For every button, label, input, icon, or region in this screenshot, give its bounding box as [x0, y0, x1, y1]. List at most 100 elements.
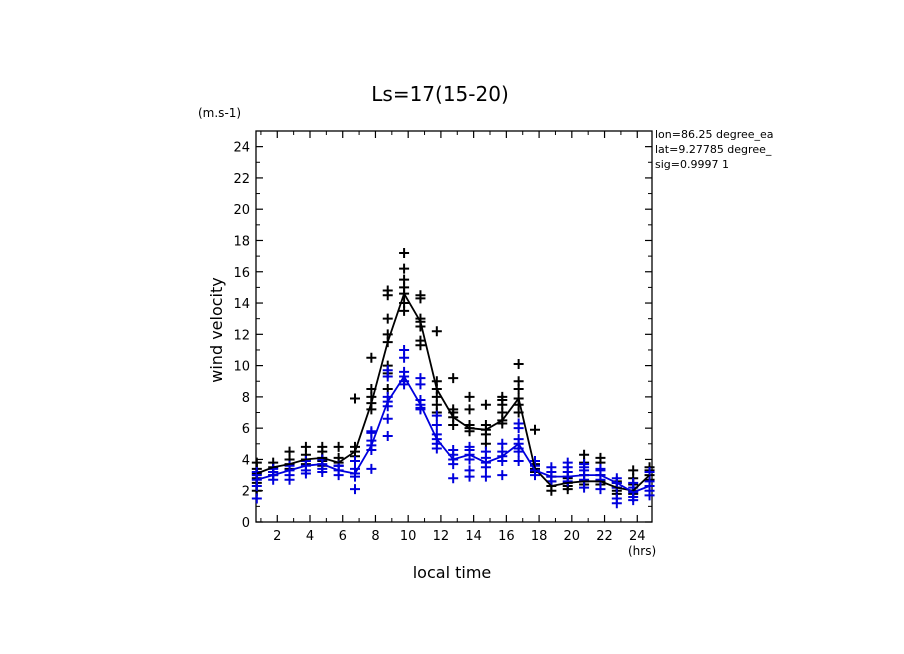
series-1-point — [480, 462, 491, 473]
series-0-point — [399, 305, 410, 316]
y-tick-label: 20 — [233, 203, 250, 218]
series-0-point — [497, 391, 508, 402]
series-1-point — [579, 459, 590, 470]
series-1-point — [464, 454, 475, 465]
series-1-point — [513, 418, 524, 429]
y-tick-label: 10 — [233, 360, 250, 375]
series-0-point — [415, 335, 426, 346]
series-0-point — [399, 263, 410, 274]
series-0-point — [399, 247, 410, 258]
x-tick-label: 8 — [371, 529, 379, 544]
series-1-point — [562, 476, 573, 487]
series-1-point — [628, 495, 639, 506]
series-0-point — [530, 424, 540, 435]
annotation-sig: sig=0.9997 1 — [655, 158, 729, 171]
x-tick-label: 22 — [596, 529, 613, 544]
series-1-point — [366, 426, 377, 437]
plot-frame — [255, 130, 653, 523]
series-1-point — [448, 459, 459, 470]
x-tick-label: 4 — [306, 529, 314, 544]
series-0-point — [448, 373, 459, 384]
series-1-point — [579, 482, 590, 493]
series-1-point — [268, 474, 279, 485]
series-0-line — [256, 291, 651, 492]
y-tick-label: 22 — [233, 172, 250, 187]
series-0-point — [480, 429, 491, 440]
series-1-point — [317, 466, 328, 477]
series-1-point — [480, 471, 491, 482]
x-tick-label: 20 — [564, 529, 581, 544]
series-0-point — [448, 404, 459, 415]
series-1-point — [251, 493, 262, 504]
series-1-point — [595, 463, 606, 474]
series-1-point — [546, 462, 557, 473]
series-1-point — [497, 470, 508, 481]
series-1-point — [448, 473, 459, 484]
y-tick-label: 2 — [242, 485, 250, 500]
series-1-point — [513, 456, 524, 467]
series-1-point — [448, 445, 459, 456]
series-1-point — [366, 463, 377, 474]
series-1-point — [431, 443, 442, 454]
series-0-point — [382, 285, 393, 296]
series-0-point — [480, 399, 491, 410]
series-0-point — [448, 420, 459, 431]
series-0-point — [366, 352, 377, 363]
series-1-point — [644, 476, 655, 487]
series-1-point — [497, 456, 508, 467]
series-0-point — [595, 452, 606, 463]
series-0-point — [415, 290, 426, 301]
x-tick-label: 14 — [465, 529, 482, 544]
series-0-point — [251, 457, 262, 468]
series-0-point — [513, 376, 524, 387]
series-0-point — [546, 485, 557, 496]
y-tick-label: 12 — [233, 328, 250, 343]
x-tick-label: 6 — [339, 529, 347, 544]
series-0-point — [628, 465, 639, 476]
series-0-point — [579, 449, 590, 460]
series-1-point — [251, 481, 262, 492]
x-tick-label: 2 — [273, 529, 281, 544]
series-1-point — [382, 413, 393, 424]
series-1-point — [611, 473, 622, 484]
series-0-point — [464, 391, 475, 402]
series-0-point — [431, 326, 442, 337]
series-1-point — [644, 490, 655, 501]
annotation-lat: lat=9.27785 degree_ — [655, 143, 772, 156]
series-0-point — [350, 393, 360, 404]
y-axis-label: wind velocity — [207, 277, 226, 382]
y-tick-label: 8 — [242, 391, 250, 406]
series-0-point — [300, 441, 311, 452]
y-tick-label: 18 — [233, 234, 250, 249]
series-1-point — [595, 474, 606, 485]
annotation-lon: lon=86.25 degree_ea — [655, 128, 774, 141]
series-1-point — [464, 441, 475, 452]
series-1-point — [497, 438, 508, 449]
series-1-point — [431, 410, 442, 421]
x-tick-label: 12 — [433, 529, 450, 544]
y-tick-label: 16 — [233, 266, 250, 281]
series-1-point — [530, 456, 540, 467]
series-0-point — [333, 441, 344, 452]
series-1-point — [611, 498, 622, 509]
series-1-point — [595, 484, 606, 495]
series-1-point — [530, 470, 540, 481]
y-unit-label: (m.s-1) — [198, 106, 241, 120]
y-tick-label: 24 — [233, 141, 250, 156]
series-1-point — [350, 456, 360, 467]
series-1-point — [480, 446, 491, 457]
series-1-point — [464, 471, 475, 482]
x-tick-label: 10 — [400, 529, 417, 544]
series-0-point — [431, 376, 442, 387]
x-tick-label: 18 — [531, 529, 548, 544]
series-1-point — [562, 457, 573, 468]
series-0-point — [480, 420, 491, 431]
series-1-point — [628, 477, 639, 488]
y-tick-label: 14 — [233, 297, 250, 312]
y-tick-label: 0 — [242, 516, 250, 531]
series-1-point — [300, 468, 311, 479]
y-tick-label: 4 — [242, 453, 250, 468]
x-axis-label: local time — [413, 563, 492, 582]
series-0-point — [399, 274, 410, 285]
